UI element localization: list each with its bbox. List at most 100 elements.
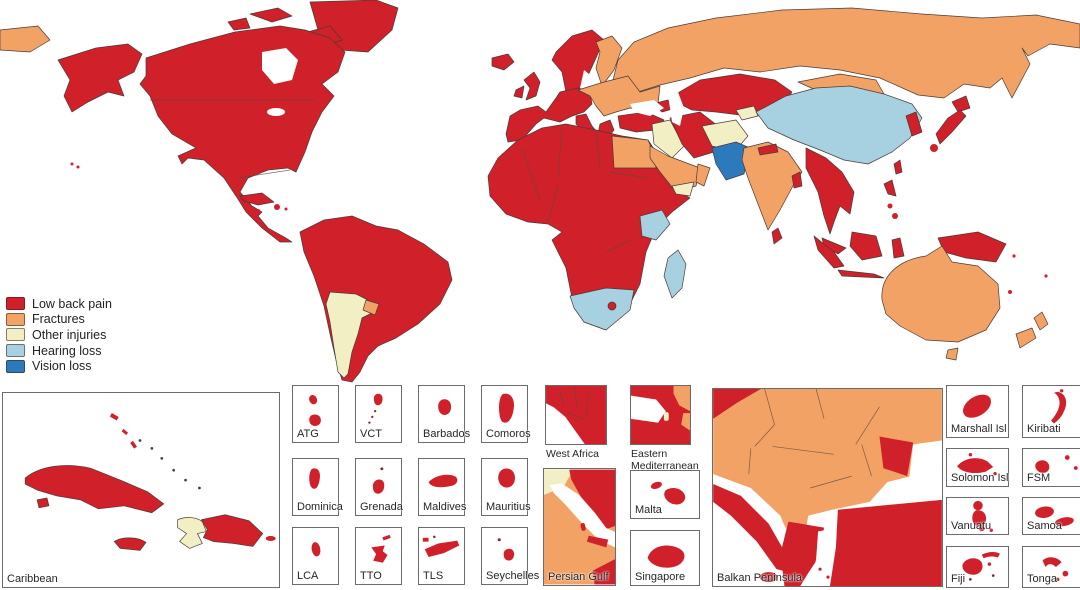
inset-label: Barbados [423, 428, 471, 440]
country-japan-honshu [935, 109, 967, 145]
country-usa-alaska [57, 43, 143, 113]
legend-swatch-low-back-pain [6, 297, 25, 311]
country-cuba [239, 192, 275, 206]
legend-item: Other injuries [6, 327, 112, 343]
inset-marshall-isl: Marshall Isl [946, 385, 1009, 438]
inset-vct: VCT [355, 385, 402, 443]
inset-label: Kiribati [1027, 423, 1061, 435]
country-finland [595, 35, 623, 87]
legend-label: Vision loss [32, 359, 92, 374]
balkans-orange [713, 389, 942, 542]
island-borneo [849, 231, 883, 261]
country-jamaica [113, 537, 147, 551]
legend-item: Fractures [6, 312, 112, 328]
country-russia [611, 7, 1080, 99]
legend-item: Low back pain [6, 296, 112, 312]
country-taiwan [893, 159, 903, 175]
inset-label: Comoros [486, 428, 531, 440]
island-tasmania [945, 347, 959, 361]
inset-west-africa [545, 385, 607, 445]
inset-label: Grenada [360, 501, 403, 513]
inset-label: Vanuatu [951, 520, 992, 532]
legend-item: Vision loss [6, 358, 112, 374]
region-north-america [139, 25, 346, 243]
inset-label: Solomon Isl [951, 472, 1009, 484]
austria [713, 389, 761, 419]
region-arctic-islands [227, 17, 251, 31]
country-new-zealand-north [1033, 311, 1049, 331]
country-haiti [177, 517, 207, 549]
legend: Low back pain Fractures Other injuries H… [6, 296, 112, 374]
sicily [759, 572, 778, 583]
country-new-zealand-south [1015, 327, 1037, 349]
inset-label: Fiji [951, 573, 966, 585]
inset-label: Samoa [1027, 520, 1062, 532]
island-sulawesi [891, 237, 905, 259]
country-puerto-rico [265, 536, 276, 541]
legend-label: Low back pain [32, 296, 112, 311]
hawaii [70, 162, 74, 166]
inset-tls: TLS [418, 527, 465, 585]
country-india [741, 141, 803, 231]
island-fiji [1044, 274, 1048, 278]
region-syria-iraq [651, 119, 685, 159]
legend-swatch-vision-loss [6, 359, 25, 373]
inset-label-malta: Malta [635, 504, 662, 516]
island-new-caledonia [1008, 290, 1012, 294]
inset-fsm: FSM [1022, 448, 1080, 487]
country-sri-lanka [771, 227, 783, 245]
inset-grenada: Grenada [355, 458, 403, 516]
inset-tto: TTO [355, 527, 402, 585]
country-cuba [24, 465, 165, 514]
inset-lca: LCA [292, 527, 339, 585]
inset-balkan-peninsula: Balkan Peninsula [712, 388, 943, 587]
inset-label: Mauritius [486, 501, 531, 513]
island-java [837, 269, 885, 279]
country-japan-hokkaido [951, 95, 971, 113]
italy [713, 484, 793, 574]
inset-fiji: Fiji [946, 546, 1009, 588]
country-jamaica [256, 209, 260, 213]
inset-kiribati: Kiribati [1022, 385, 1080, 438]
inset-label-balkan: Balkan Peninsula [717, 572, 803, 584]
inset-label-singapore: Singapore [635, 571, 686, 583]
country-saudi-arabia [649, 145, 701, 193]
country-russia-chukotka [0, 25, 51, 53]
region-africa [487, 123, 691, 331]
inset-persian-gulf: Persian Gulf [543, 468, 616, 586]
inset-maldives: Maldives [418, 458, 467, 516]
inset-samoa: Samoa [1022, 497, 1080, 535]
inset-label: Maldives [423, 501, 467, 513]
country-ireland [513, 85, 525, 99]
inset-vanuatu: Vanuatu [946, 497, 1009, 535]
legend-label: Other injuries [32, 327, 107, 342]
legend-swatch-fractures [6, 312, 25, 326]
island-solomon [1012, 254, 1016, 258]
bahamas-specks [109, 413, 201, 490]
inset-label: FSM [1027, 472, 1051, 484]
inset-label-caribbean: Caribbean [7, 573, 58, 585]
inset-barbados: Barbados [418, 385, 470, 443]
inset-label: LCA [297, 570, 319, 582]
country-tajikistan [735, 105, 759, 121]
country-pakistan [711, 141, 751, 181]
region-indochina [805, 147, 855, 235]
country-nepal [757, 143, 779, 156]
country-japan-kyushu [930, 144, 938, 152]
country-philippines [883, 179, 897, 197]
turkey [829, 499, 942, 586]
region-korea [905, 111, 923, 137]
inset-label: VCT [360, 428, 382, 440]
legend-item: Hearing loss [6, 343, 112, 359]
inset-label: Marshall Isl [951, 423, 1007, 435]
inset-solomon-isl: Solomon Isl [946, 448, 1009, 487]
island-hispaniola [274, 204, 280, 210]
inset-label-west-africa: West Africa [546, 448, 599, 460]
island-juventud [36, 497, 50, 509]
inset-malta: Malta [630, 470, 700, 519]
inset-label: TLS [423, 570, 444, 582]
inset-caribbean: Caribbean [2, 392, 280, 588]
great-lakes [267, 108, 285, 116]
inset-mauritius: Mauritius [481, 458, 531, 516]
